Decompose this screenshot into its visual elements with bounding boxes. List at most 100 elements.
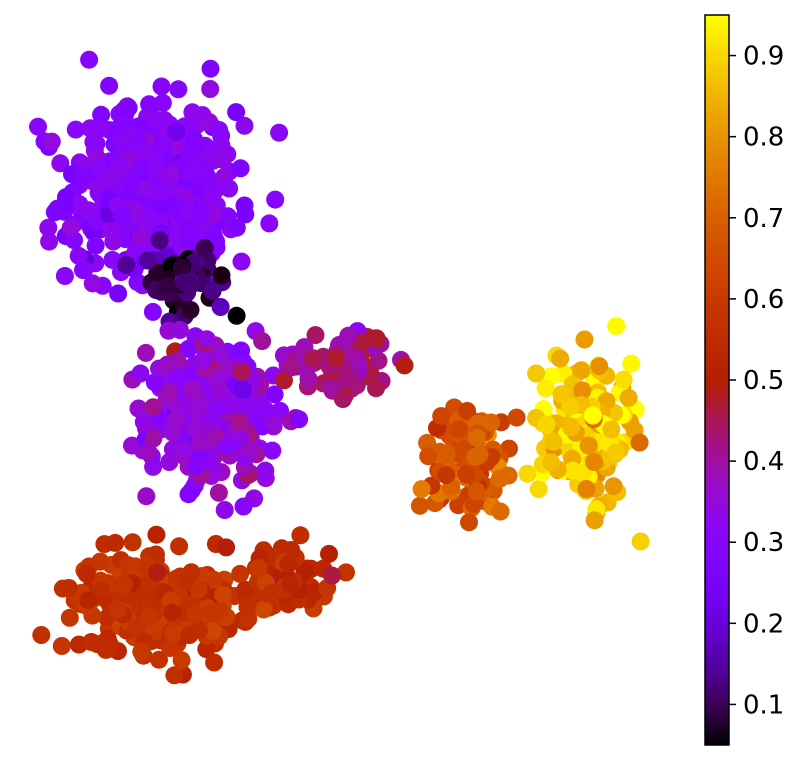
scatter-point	[92, 580, 111, 599]
scatter-point	[86, 135, 105, 154]
scatter-point	[255, 401, 274, 420]
scatter-point	[131, 227, 150, 246]
scatter-point	[147, 525, 166, 544]
scatter-point	[165, 666, 184, 685]
scatter-point	[217, 438, 236, 457]
scatter-point	[186, 418, 205, 437]
scatter-point	[204, 621, 222, 640]
scatter-point	[552, 385, 571, 404]
scatter-point	[303, 349, 322, 368]
scatter-point	[607, 317, 626, 336]
scatter-point	[209, 483, 228, 502]
scatter-point	[126, 557, 145, 576]
scatter-point	[128, 273, 147, 292]
scatter-point	[112, 206, 131, 225]
scatter-point	[52, 637, 71, 655]
scatter-point	[42, 132, 61, 151]
scatter-point	[79, 201, 98, 220]
colorbar-tick-label: 0.6	[743, 285, 784, 315]
scatter-point	[490, 469, 509, 488]
scatter-point	[147, 153, 165, 172]
scatter-point	[191, 202, 210, 221]
scatter-point	[197, 640, 216, 659]
colorbar-ticks: 0.1 0.2 0.3 0.4 0.5 0.6 0.7 0.8 0.9	[729, 42, 784, 720]
scatter-point	[450, 420, 468, 439]
scatter-point	[145, 373, 164, 392]
scatter-point	[542, 453, 560, 472]
scatter-point	[109, 162, 128, 181]
scatter-point	[183, 380, 202, 399]
scatter-point	[83, 274, 102, 293]
scatter-point	[140, 95, 159, 114]
scatter-point	[98, 640, 117, 659]
scatter-point	[631, 532, 650, 551]
scatter-point	[585, 453, 604, 471]
colorbar-tick-label: 0.4	[743, 447, 784, 477]
scatter-point	[467, 429, 486, 447]
scatter-point	[432, 407, 451, 426]
scatter-point	[180, 626, 199, 644]
scatter-point	[291, 526, 310, 545]
scatter-point	[572, 361, 591, 380]
scatter-point	[143, 302, 162, 321]
scatter-point	[265, 385, 284, 404]
scatter-point	[212, 345, 231, 364]
scatter-point	[561, 397, 580, 416]
scatter-point	[163, 423, 182, 442]
scatter-point	[140, 607, 159, 626]
scatter-point	[579, 436, 598, 455]
scatter-point	[32, 626, 51, 644]
scatter-point	[215, 501, 234, 519]
scatter-point	[170, 321, 189, 339]
scatter-point	[220, 179, 239, 198]
scatter-point	[458, 402, 477, 420]
scatter-point	[438, 443, 457, 462]
scatter-point	[208, 399, 227, 418]
scatter-point	[235, 116, 254, 135]
scatter-point	[197, 330, 216, 349]
scatter-point	[491, 502, 510, 521]
scatter-point	[117, 255, 136, 274]
scatter-point	[266, 190, 285, 209]
scatter-point	[527, 364, 546, 383]
scatter-point	[203, 282, 222, 300]
scatter-point	[66, 120, 85, 139]
scatter-point	[449, 496, 468, 515]
scatter-point	[167, 122, 186, 141]
scatter-point	[604, 477, 623, 496]
scatter-point	[150, 231, 169, 250]
scatter-point	[153, 93, 172, 112]
scatter-point	[109, 284, 128, 303]
scatter-point	[60, 608, 79, 627]
colorbar-tick-label: 0.9	[743, 42, 784, 72]
scatter-point	[240, 440, 259, 459]
scatter-point	[419, 447, 438, 466]
scatter-point	[467, 482, 486, 501]
scatter-point	[152, 183, 171, 202]
scatter-point	[186, 604, 205, 623]
scatter-point	[77, 564, 96, 583]
scatter-point	[253, 332, 272, 351]
scatter-point	[158, 276, 177, 295]
scatter-point	[160, 383, 179, 402]
scatter-point	[93, 119, 112, 137]
scatter-point	[337, 563, 355, 582]
scatter-point	[227, 103, 246, 122]
scatter-point	[622, 354, 641, 373]
scatter-point	[175, 440, 194, 459]
scatter-point	[76, 167, 95, 186]
scatter-point	[69, 246, 88, 265]
scatter-point	[577, 480, 596, 498]
scatter-point	[412, 480, 431, 499]
scatter-point	[227, 306, 246, 325]
colorbar-tick-label: 0.7	[743, 204, 784, 234]
scatter-point	[232, 341, 251, 360]
scatter-point	[437, 466, 456, 485]
scatter-point	[150, 650, 168, 669]
scatter-point	[61, 218, 80, 237]
scatter-point	[279, 555, 298, 573]
scatter-point	[131, 364, 150, 383]
scatter-point	[327, 348, 345, 367]
scatter-point	[234, 380, 252, 399]
scatter-point	[179, 485, 198, 504]
